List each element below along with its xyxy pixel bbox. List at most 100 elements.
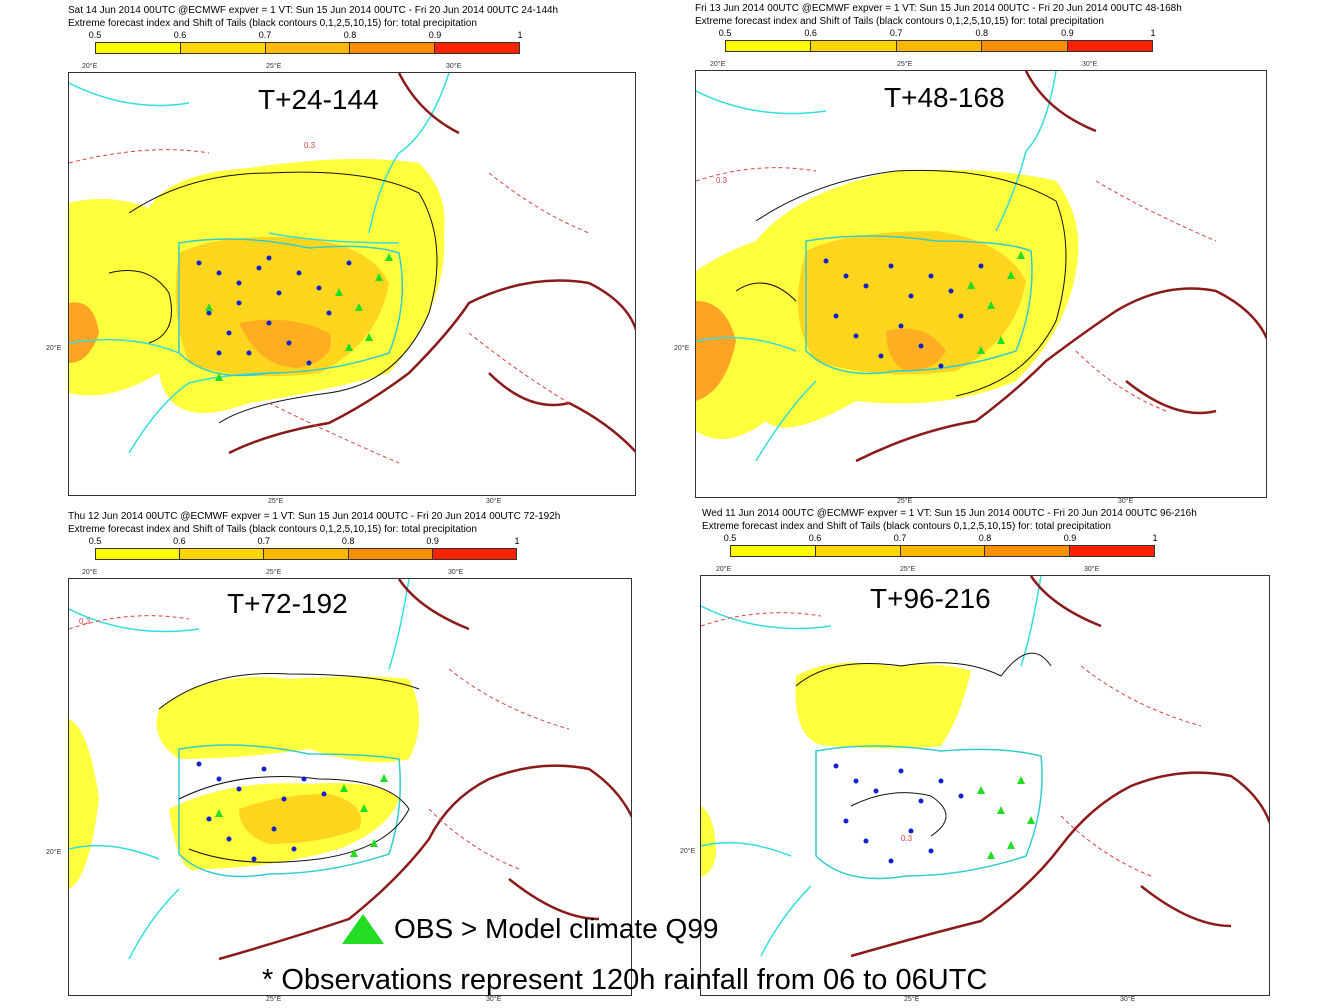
lon-label: 30°E bbox=[1118, 498, 1134, 505]
lon-label: 20°E bbox=[674, 345, 690, 352]
colorbar bbox=[95, 42, 520, 54]
colorbar-tick: 1 bbox=[517, 30, 523, 40]
colorbar-segment bbox=[1067, 41, 1153, 51]
contour-label: 0.3 bbox=[79, 617, 91, 626]
river-line bbox=[69, 579, 410, 960]
efi-shading-light bbox=[69, 719, 99, 889]
panel-header-line1: Wed 11 Jun 2014 00UTC @ECMWF expver = 1 … bbox=[702, 508, 1197, 519]
colorbar-segment bbox=[896, 41, 983, 51]
lead-time-label: T+72-192 bbox=[227, 588, 348, 619]
panel-header-line1: Thu 12 Jun 2014 00UTC @ECMWF expver = 1 … bbox=[68, 511, 561, 522]
contour-dashed bbox=[69, 615, 570, 870]
colorbar-tick: 0.9 bbox=[428, 30, 442, 40]
lon-label: 20°E bbox=[680, 848, 696, 855]
colorbar-segment bbox=[432, 549, 517, 559]
colorbar-tick: 0.5 bbox=[723, 533, 737, 543]
efi-shading-light bbox=[156, 676, 419, 763]
colorbar-tick: 0.6 bbox=[173, 536, 186, 546]
sot-contour bbox=[795, 652, 1052, 837]
river-line bbox=[701, 576, 1042, 957]
lon-label: 30°E bbox=[446, 63, 462, 70]
colorbar-segment bbox=[815, 546, 901, 556]
lead-time-label: T+48-168 bbox=[884, 82, 1005, 113]
river-line bbox=[696, 71, 1057, 462]
legend: OBS > Model climate Q99 bbox=[340, 912, 718, 946]
lon-label: 20°E bbox=[710, 61, 726, 68]
colorbar-tick: 0.6 bbox=[808, 533, 822, 543]
panel-header-line2: Extreme forecast index and Shift of Tail… bbox=[68, 524, 477, 535]
efi-shading-strong bbox=[696, 301, 736, 401]
obs-stations bbox=[196, 255, 352, 366]
footnote: * Observations represent 120h rainfall f… bbox=[262, 964, 988, 996]
panel-header-line1: Fri 13 Jun 2014 00UTC @ECMWF expver = 1 … bbox=[695, 3, 1182, 14]
obs-exceed-q99 bbox=[205, 253, 393, 381]
colorbar-tick: 0.5 bbox=[88, 30, 102, 40]
colorbar-tick: 0.7 bbox=[889, 28, 903, 38]
obs-exceed-q99 bbox=[215, 774, 388, 857]
panel-header-line2: Extreme forecast index and Shift of Tail… bbox=[68, 18, 477, 29]
colorbar-segment bbox=[900, 546, 986, 556]
panel-header-line2: Extreme forecast index and Shift of Tail… bbox=[695, 16, 1104, 27]
map-panel: 0.3 bbox=[68, 578, 632, 996]
efi-shading-strong bbox=[239, 319, 331, 368]
border-line bbox=[218, 579, 631, 961]
colorbar-tick: 1 bbox=[1150, 28, 1156, 38]
lon-label: 20°E bbox=[82, 63, 98, 70]
colorbar-tick: 1 bbox=[514, 536, 520, 546]
efi-shading-light bbox=[701, 806, 716, 876]
country-outline bbox=[815, 745, 1043, 880]
lon-label: 30°E bbox=[1084, 566, 1100, 573]
lon-label: 25°E bbox=[904, 996, 920, 1003]
green-triangle-icon bbox=[342, 914, 384, 944]
colorbar-tick: 0.9 bbox=[426, 536, 439, 546]
colorbar-segment bbox=[96, 549, 181, 559]
obs-exceed-q99 bbox=[977, 776, 1035, 859]
colorbar bbox=[730, 545, 1155, 557]
lon-label: 20°E bbox=[82, 569, 98, 576]
panel-header-line1: Sat 14 Jun 2014 00UTC @ECMWF expver = 1 … bbox=[68, 5, 559, 16]
sot-contour bbox=[108, 171, 438, 424]
lon-label: 25°E bbox=[266, 569, 282, 576]
colorbar-segment bbox=[1070, 546, 1154, 556]
efi-shading-medium bbox=[239, 794, 361, 844]
lon-label: 20°E bbox=[46, 849, 62, 856]
efi-shading-strong bbox=[886, 328, 946, 371]
efi-shading-light bbox=[795, 662, 971, 749]
colorbar-tick: 0.7 bbox=[893, 533, 907, 543]
colorbar-segment bbox=[435, 43, 519, 53]
colorbar-tick: 0.6 bbox=[173, 30, 187, 40]
map-panel: 0.3 bbox=[695, 70, 1267, 498]
obs-stations bbox=[823, 258, 984, 369]
colorbar-tick: 0.5 bbox=[718, 28, 732, 38]
colorbar-tick: 0.8 bbox=[343, 30, 357, 40]
lon-label: 30°E bbox=[486, 996, 502, 1003]
colorbar-ticks: 0.5 0.6 0.7 0.8 0.9 1 bbox=[719, 28, 1156, 40]
lon-label: 25°E bbox=[266, 63, 282, 70]
map-canvas: 0.3 bbox=[696, 71, 1266, 463]
colorbar-segment bbox=[982, 41, 1068, 51]
colorbar-tick: 0.8 bbox=[341, 536, 355, 546]
country-outline bbox=[178, 238, 404, 377]
colorbar-tick: 0.5 bbox=[88, 536, 102, 546]
colorbar-tick: 1 bbox=[1152, 533, 1158, 543]
lead-time-label: T+96-216 bbox=[870, 583, 991, 614]
map-canvas: 0.3 bbox=[701, 576, 1269, 958]
obs-stations bbox=[833, 763, 964, 864]
colorbar-segment bbox=[731, 546, 816, 556]
lon-label: 30°E bbox=[486, 498, 502, 505]
colorbar-tick: 0.7 bbox=[257, 536, 271, 546]
colorbar-ticks: 0.5 0.6 0.7 0.8 0.9 1 bbox=[89, 536, 520, 548]
contour-dashed bbox=[701, 612, 1202, 877]
sot-contour bbox=[158, 672, 420, 863]
efi-shading-medium bbox=[798, 231, 1026, 375]
contour-dashed bbox=[696, 167, 1217, 412]
lon-label: 25°E bbox=[897, 498, 913, 505]
lon-label: 25°E bbox=[897, 61, 913, 68]
colorbar-segment bbox=[985, 546, 1071, 556]
colorbar-tick: 0.7 bbox=[258, 30, 272, 40]
sot-contour bbox=[735, 169, 1067, 397]
colorbar-tick: 0.6 bbox=[804, 28, 817, 38]
obs-exceed-q99 bbox=[967, 251, 1025, 354]
map-panel: 0.3 bbox=[68, 72, 636, 496]
colorbar-ticks: 0.5 0.6 0.7 0.8 0.9 1 bbox=[724, 533, 1158, 545]
